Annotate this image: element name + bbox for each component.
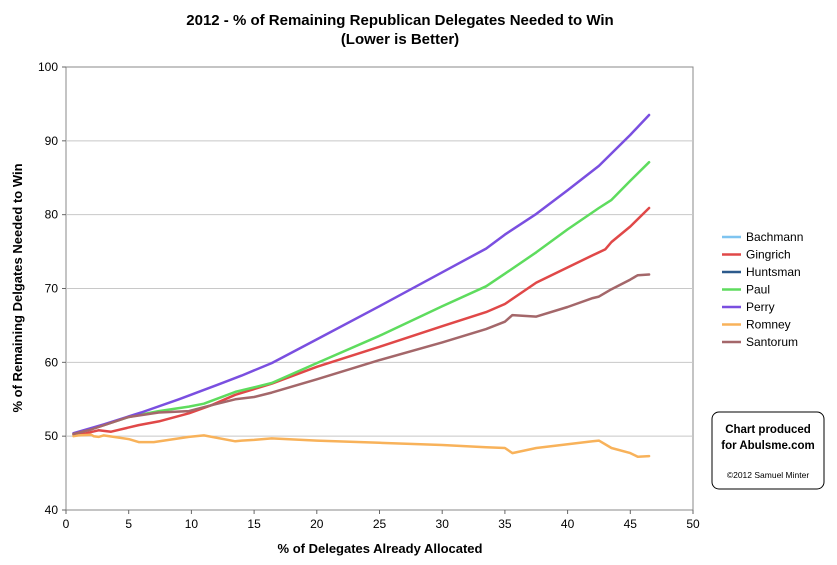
series-lines [72, 113, 651, 459]
legend-label-romney: Romney [746, 318, 791, 332]
credit-box: Chart produced for Abulsme.com ©2012 Sam… [711, 411, 825, 490]
chart-subtitle: (Lower is Better) [341, 31, 459, 48]
legend-label-huntsman: Huntsman [746, 265, 801, 279]
y-tick-label-0: 40 [45, 503, 59, 517]
y-tick-label-4: 80 [45, 208, 59, 222]
credit-copyright: ©2012 Samuel Minter [727, 470, 810, 480]
grid-lines [66, 140, 693, 437]
x-tick-label-7: 35 [498, 517, 512, 531]
x-tick-label-6: 30 [436, 517, 450, 531]
x-tick-label-0: 0 [63, 517, 70, 531]
y-tick-label-6: 100 [38, 60, 58, 74]
credit-line-1: Chart produced [725, 424, 811, 436]
series-line-romney [72, 433, 651, 459]
series-line-santorum [72, 273, 651, 436]
x-axis-title: % of Delegates Already Allocated [278, 541, 483, 556]
y-tick-label-2: 60 [45, 355, 59, 369]
x-tick-label-9: 45 [624, 517, 638, 531]
x-tick-label-4: 20 [310, 517, 324, 531]
chart-title: 2012 - % of Remaining Republican Delegat… [186, 12, 613, 29]
x-tick-label-2: 10 [185, 517, 199, 531]
legend-label-santorum: Santorum [746, 335, 798, 349]
y-tick-label-1: 50 [45, 429, 59, 443]
legend: Bachmann Gingrich Huntsman Paul Perry Romney S… [722, 230, 803, 349]
x-tick-label-1: 5 [125, 517, 132, 531]
x-tick-label-5: 25 [373, 517, 387, 531]
x-axis-ticks: 0 5 10 15 20 25 30 35 40 45 50 [63, 510, 700, 531]
series-line-paul [72, 160, 651, 436]
x-tick-label-8: 40 [561, 517, 575, 531]
y-tick-label-5: 90 [45, 134, 59, 148]
credit-line-2: for Abulsme.com [721, 440, 815, 452]
y-tick-label-3: 70 [45, 282, 59, 296]
x-tick-label-3: 15 [247, 517, 261, 531]
legend-label-paul: Paul [746, 283, 770, 297]
legend-label-gingrich: Gingrich [746, 248, 791, 262]
y-axis-ticks: 40 50 60 70 80 90 100 [38, 60, 66, 517]
x-tick-label-10: 50 [686, 517, 700, 531]
y-axis-title: % of Remaining Delgates Needed to Win [10, 163, 25, 412]
legend-label-perry: Perry [746, 300, 775, 314]
legend-label-bachmann: Bachmann [746, 230, 803, 244]
series-line-gingrich [72, 206, 651, 436]
series-line-perry [72, 113, 651, 435]
